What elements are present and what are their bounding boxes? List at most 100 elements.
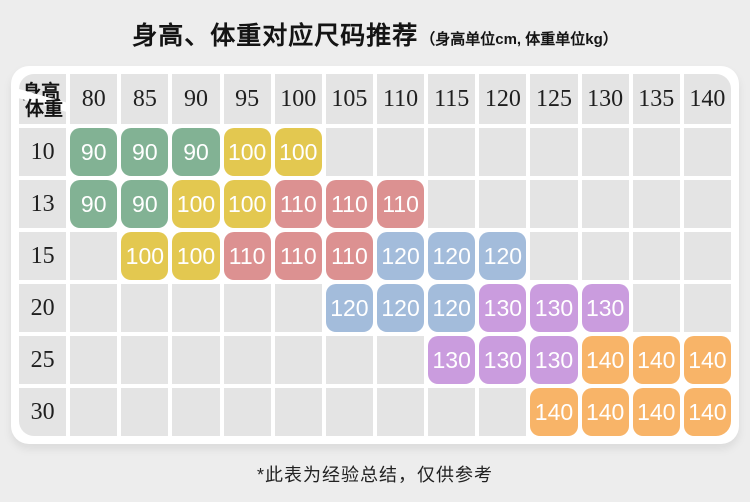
empty-cell — [274, 284, 322, 332]
empty-cell — [632, 232, 680, 280]
size-cell: 90 — [70, 180, 118, 228]
page-title: 身高、体重对应尺码推荐 （身高单位cm, 体重单位kg） — [0, 0, 750, 52]
empty-cell — [632, 128, 680, 176]
empty-cell — [428, 128, 476, 176]
empty-cell — [581, 128, 629, 176]
empty-cell — [530, 128, 578, 176]
size-cell: 120 — [325, 284, 373, 332]
empty-cell — [683, 128, 731, 176]
height-header-cell: 90 — [172, 74, 220, 124]
size-chart-card: 身高 体重 80 85 90 95 100 105 110 115 120 125 130 135 14… — [11, 66, 739, 444]
corner-header-cell: 身高 体重 — [19, 74, 67, 124]
size-cell: 140 — [683, 336, 731, 384]
weight-label-cell: 20 — [19, 284, 67, 332]
size-cell: 140 — [581, 388, 629, 436]
size-cell: 110 — [325, 180, 373, 228]
height-header-cell: 120 — [479, 74, 527, 124]
height-header-cell: 95 — [223, 74, 271, 124]
empty-cell — [274, 388, 322, 436]
empty-cell — [632, 284, 680, 332]
empty-cell — [172, 388, 220, 436]
height-header-cell: 125 — [530, 74, 578, 124]
empty-cell — [530, 180, 578, 228]
size-cell: 100 — [172, 232, 220, 280]
weight-label-cell: 13 — [19, 180, 67, 228]
empty-cell — [172, 284, 220, 332]
empty-cell — [172, 336, 220, 384]
size-cell: 140 — [632, 388, 680, 436]
empty-cell — [325, 128, 373, 176]
height-header-cell: 105 — [325, 74, 373, 124]
weight-label-cell: 15 — [19, 232, 67, 280]
empty-cell — [581, 232, 629, 280]
size-cell: 140 — [581, 336, 629, 384]
size-cell: 140 — [683, 388, 731, 436]
size-cell: 120 — [376, 232, 425, 280]
size-cell: 100 — [223, 128, 271, 176]
weight-label-cell: 30 — [19, 388, 67, 436]
height-header-cell: 135 — [632, 74, 680, 124]
size-cell: 90 — [172, 128, 220, 176]
empty-cell — [683, 284, 731, 332]
height-header-cell: 130 — [581, 74, 629, 124]
footnote: *此表为经验总结，仅供参考 — [256, 465, 493, 485]
size-cell: 90 — [121, 180, 169, 228]
weight-label-cell: 25 — [19, 336, 67, 384]
size-cell: 110 — [325, 232, 373, 280]
weight-axis-label: 体重 — [25, 99, 64, 120]
size-cell: 130 — [530, 284, 578, 332]
size-cell: 130 — [479, 284, 527, 332]
empty-cell — [223, 336, 271, 384]
size-cell: 110 — [376, 180, 425, 228]
empty-cell — [274, 336, 322, 384]
size-cell: 140 — [632, 336, 680, 384]
empty-cell — [223, 284, 271, 332]
page: 身高、体重对应尺码推荐 （身高单位cm, 体重单位kg） 身高 体重 80 85 90… — [0, 0, 750, 485]
size-cell: 90 — [70, 128, 118, 176]
size-cell: 110 — [274, 180, 322, 228]
empty-cell — [70, 232, 118, 280]
empty-cell — [325, 388, 373, 436]
height-header-cell: 115 — [428, 74, 476, 124]
empty-cell — [683, 232, 731, 280]
size-cell: 120 — [479, 232, 527, 280]
size-cell: 130 — [479, 336, 527, 384]
empty-cell — [479, 388, 527, 436]
empty-cell — [632, 180, 680, 228]
size-cell: 130 — [530, 336, 578, 384]
size-cell: 130 — [428, 336, 476, 384]
size-cell: 110 — [223, 232, 271, 280]
size-cell: 100 — [223, 180, 271, 228]
empty-cell — [325, 336, 373, 384]
size-cell: 140 — [530, 388, 578, 436]
empty-cell — [376, 128, 425, 176]
height-header-cell: 85 — [121, 74, 169, 124]
empty-cell — [683, 180, 731, 228]
title-text: 身高、体重对应尺码推荐 — [132, 22, 419, 50]
empty-cell — [479, 180, 527, 228]
size-cell: 110 — [274, 232, 322, 280]
empty-cell — [581, 180, 629, 228]
empty-cell — [530, 232, 578, 280]
empty-cell — [479, 128, 527, 176]
size-grid: 身高 体重 80 85 90 95 100 105 110 115 120 125 130 135 14… — [19, 74, 731, 436]
weight-label-cell: 10 — [19, 128, 67, 176]
height-header-cell: 80 — [70, 74, 118, 124]
empty-cell — [121, 284, 169, 332]
size-cell: 120 — [428, 284, 476, 332]
empty-cell — [70, 284, 118, 332]
size-cell: 90 — [121, 128, 169, 176]
size-cell: 130 — [581, 284, 629, 332]
height-header-cell: 110 — [376, 74, 425, 124]
size-cell: 100 — [121, 232, 169, 280]
empty-cell — [223, 388, 271, 436]
height-header-cell: 140 — [683, 74, 731, 124]
size-cell: 100 — [274, 128, 322, 176]
title-unit-note: （身高单位cm, 体重单位kg） — [420, 31, 618, 48]
empty-cell — [376, 336, 425, 384]
empty-cell — [121, 336, 169, 384]
empty-cell — [428, 388, 476, 436]
height-header-cell: 100 — [274, 74, 322, 124]
size-cell: 120 — [428, 232, 476, 280]
size-cell: 100 — [172, 180, 220, 228]
